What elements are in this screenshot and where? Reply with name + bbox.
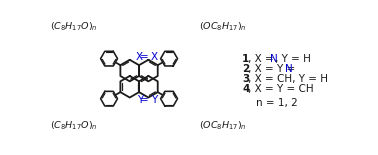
Text: , X =: , X = (248, 54, 277, 64)
Text: n = 1, 2: n = 1, 2 (256, 97, 298, 108)
Text: Y: Y (137, 95, 143, 105)
Text: $(OC_8H_{17})_n$: $(OC_8H_{17})_n$ (199, 119, 247, 132)
Text: 4: 4 (242, 84, 249, 94)
Text: X: X (136, 52, 143, 62)
Text: $(C_8H_{17}O)_n$: $(C_8H_{17}O)_n$ (50, 119, 98, 132)
Text: X: X (150, 52, 158, 62)
Text: 1: 1 (242, 54, 249, 64)
Text: $(C_8H_{17}O)_n$: $(C_8H_{17}O)_n$ (50, 21, 98, 33)
Text: Y: Y (150, 95, 157, 105)
Text: N: N (270, 54, 278, 64)
Text: , X = Y = CH: , X = Y = CH (248, 84, 313, 94)
Text: =: = (140, 95, 149, 105)
Text: 3: 3 (242, 74, 249, 84)
Text: =: = (140, 52, 149, 62)
Text: , Y = H: , Y = H (275, 54, 311, 64)
Text: 2: 2 (242, 64, 249, 74)
Text: $(OC_8H_{17})_n$: $(OC_8H_{17})_n$ (199, 21, 247, 33)
Text: , X = CH, Y = H: , X = CH, Y = H (248, 74, 328, 84)
Text: N: N (285, 64, 292, 74)
Text: , X = Y =: , X = Y = (248, 64, 298, 74)
